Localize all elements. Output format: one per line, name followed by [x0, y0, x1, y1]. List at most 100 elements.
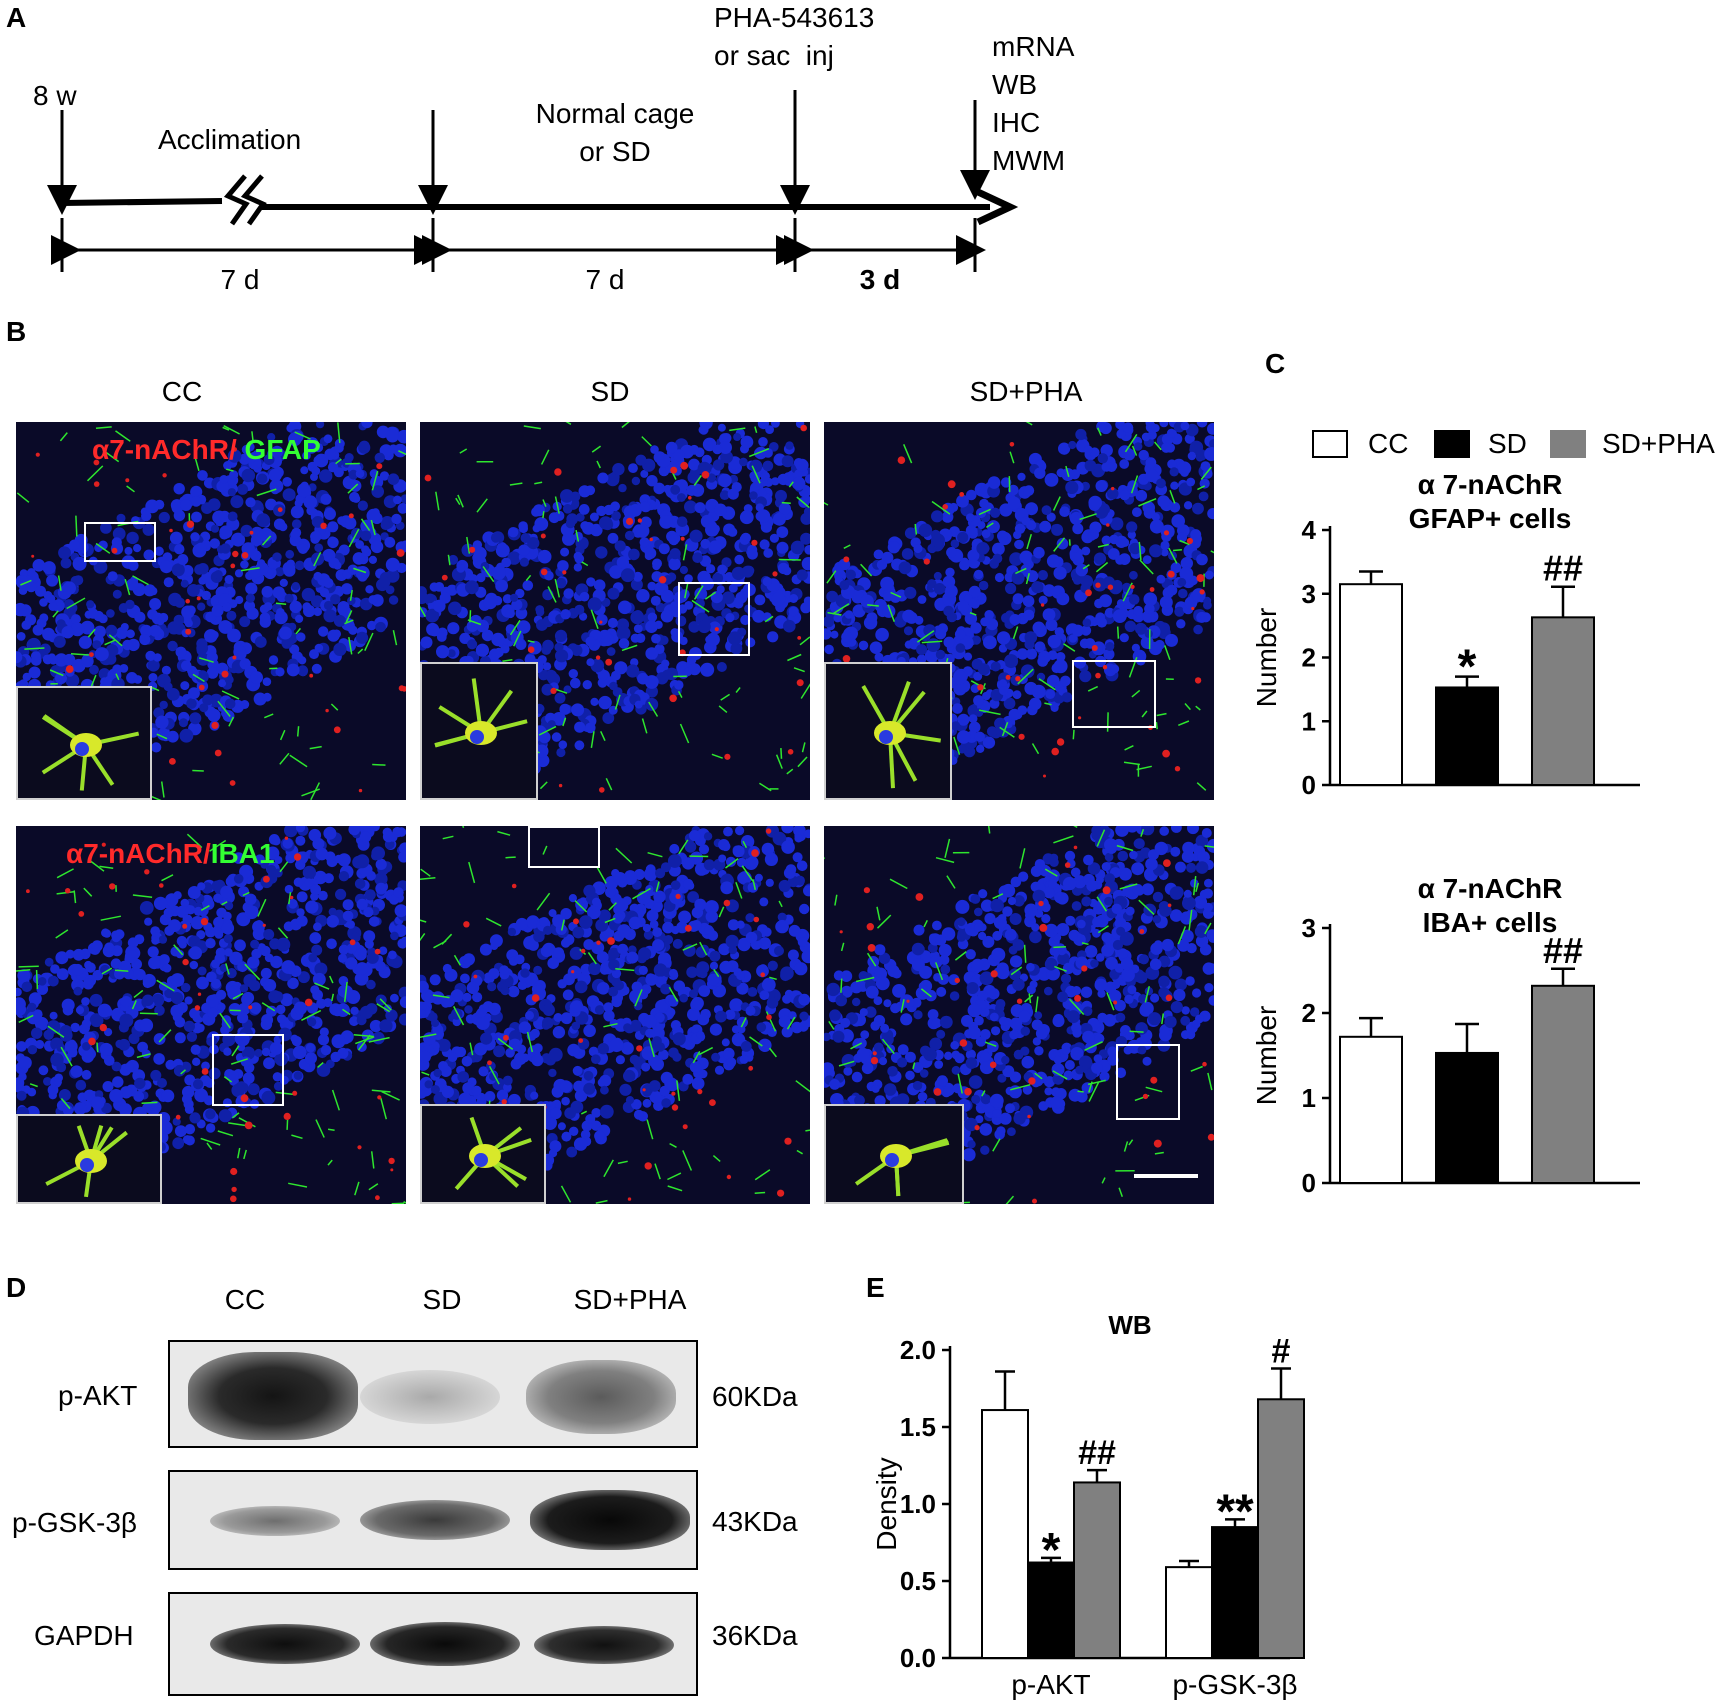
zoom-region-box: [84, 522, 156, 562]
band-pgsk-sdpha: [530, 1490, 690, 1550]
outcome-ihc: IHC: [992, 107, 1041, 138]
blot-row-label-pakt: p-AKT: [58, 1380, 138, 1411]
y-tick-label: 2: [1302, 643, 1316, 673]
timeline-segment-1: [61, 198, 223, 206]
injection-label-line1: PHA-543613: [714, 2, 875, 33]
legend-swatch-sd: [1434, 430, 1470, 458]
panel-label-d: D: [6, 1272, 27, 1303]
micrograph-col-cc: CC: [161, 376, 203, 407]
significance-mark: *: [1042, 1524, 1061, 1577]
band-gapdh-sdpha: [534, 1626, 674, 1664]
outcome-wb: WB: [992, 69, 1038, 100]
significance-mark: ##: [1543, 548, 1583, 589]
chart1-title-line2: GFAP+ cells: [1408, 503, 1572, 534]
chart2-title-line2: IBA+ cells: [1422, 907, 1558, 938]
row1-stain-green: GFAP: [236, 434, 321, 465]
band-pgsk-cc: [210, 1506, 340, 1536]
chart2-title: α 7-nAChR IBA+ cells: [1330, 872, 1650, 940]
phase2-label-line2: or SD: [579, 136, 651, 167]
y-axis-label: Number: [1251, 608, 1282, 708]
y-tick-label: 1: [1302, 706, 1316, 736]
legend-label-sd: SD: [1488, 428, 1527, 459]
zoom-inset: [824, 662, 952, 800]
zoom-region-box: [528, 826, 600, 868]
panel-label-a: A: [6, 2, 27, 33]
y-axis-label: Number: [1251, 1006, 1282, 1106]
row2-stain-green: IBA1: [210, 838, 275, 869]
zoom-region-box: [1116, 1044, 1180, 1120]
chart1-title-line1: α 7-nAChR: [1417, 469, 1563, 500]
y-tick-label: 0: [1302, 1168, 1316, 1198]
blot-row-label-gapdh: GAPDH: [34, 1620, 134, 1651]
significance-mark: ##: [1078, 1434, 1116, 1472]
y-tick-label: 2.0: [900, 1335, 936, 1365]
band-pgsk-sd: [360, 1500, 510, 1540]
bar-cc-0: [981, 1409, 1029, 1659]
y-tick-label: 1.0: [900, 1489, 936, 1519]
bar-sd: [1435, 686, 1499, 786]
y-tick-label: 0: [1302, 770, 1316, 800]
chart1-title: α 7-nAChR GFAP+ cells: [1330, 468, 1650, 536]
blot-row-label-pgsk: p-GSK-3β: [12, 1507, 138, 1538]
bar-sd: [1435, 1051, 1499, 1184]
injection-label-line2: or sac inj: [714, 40, 834, 71]
duration-1: 7 d: [220, 264, 260, 295]
significance-mark: #: [1272, 1332, 1291, 1370]
chart3-title: WB: [1108, 1310, 1152, 1340]
band-gapdh-cc: [210, 1624, 360, 1664]
timeline-diagram: [47, 90, 1019, 272]
y-tick-label: 3: [1302, 579, 1316, 609]
panel-label-c: C: [1265, 348, 1286, 379]
significance-mark: *: [1458, 641, 1477, 694]
zoom-region-box: [1072, 660, 1156, 728]
micrograph-col-sdpha: SD+PHA: [969, 376, 1083, 407]
zoom-region-box: [678, 582, 750, 656]
chart-iba-cells: 0 1 2 3 Number ##: [1251, 918, 1640, 1198]
micrograph-col-sd: SD: [590, 376, 630, 407]
zoom-inset: [16, 1114, 162, 1204]
x-tick-label: p-AKT: [1011, 1669, 1090, 1700]
blot-size-pgsk: 43KDa: [712, 1506, 798, 1537]
x-tick-label: p-GSK-3β: [1172, 1669, 1297, 1700]
significance-mark: ##: [1543, 930, 1583, 971]
blot-strip-gapdh: [168, 1592, 698, 1696]
micrograph-cc-row2: [16, 826, 406, 1204]
y-tick-label: 0.5: [900, 1566, 936, 1596]
chart-gfap-cells: 0 1 2 3 4 Number * ##: [1251, 520, 1640, 800]
chart-legend: CC SD SD+PHA: [1312, 428, 1732, 464]
y-tick-label: 1: [1302, 1083, 1316, 1113]
bar-cc: [1339, 583, 1403, 786]
blot-strip-pakt: [168, 1340, 698, 1448]
legend-swatch-sdpha: [1550, 430, 1586, 458]
duration-2: 7 d: [585, 264, 625, 295]
outcome-mwm: MWM: [992, 145, 1066, 176]
band-pakt-sd: [360, 1370, 500, 1424]
y-tick-label: 3: [1302, 918, 1316, 943]
break-mark-2: [240, 174, 267, 226]
band-pakt-cc: [188, 1352, 358, 1440]
bar-sd-pha-0: [1073, 1481, 1121, 1659]
chart-wb-density: 0.0 0.5 1.0 1.5 2.0 Density * ## p-AKT ** # p-GSK-3…: [871, 1332, 1305, 1700]
zoom-inset: [420, 1104, 546, 1204]
row1-stain-label: α7-nAChR/ GFAP: [92, 434, 321, 466]
legend-label-cc: CC: [1368, 428, 1409, 459]
chart2-title-line1: α 7-nAChR: [1417, 873, 1563, 904]
outcome-mrna: mRNA: [992, 31, 1075, 62]
y-tick-label: 0.0: [900, 1643, 936, 1673]
blot-col-sdpha: SD+PHA: [573, 1284, 687, 1315]
panel-label-e: E: [866, 1272, 885, 1303]
band-gapdh-sd: [370, 1622, 520, 1666]
bar-sd-1: [1211, 1526, 1259, 1659]
zoom-inset: [420, 662, 538, 800]
y-tick-label: 1.5: [900, 1412, 936, 1442]
panel-label-b: B: [6, 316, 27, 347]
legend-swatch-cc: [1312, 430, 1348, 458]
zoom-region-box: [212, 1034, 284, 1106]
outcome-list: mRNA WB IHC MWM: [992, 28, 1074, 180]
y-tick-label: 2: [1302, 998, 1316, 1028]
legend-label-sdpha: SD+PHA: [1602, 428, 1715, 459]
start-age-label: 8 w: [33, 80, 77, 111]
acclimation-label: Acclimation: [158, 124, 302, 155]
band-pakt-sdpha: [526, 1360, 676, 1434]
y-axis-label: Density: [871, 1457, 902, 1550]
